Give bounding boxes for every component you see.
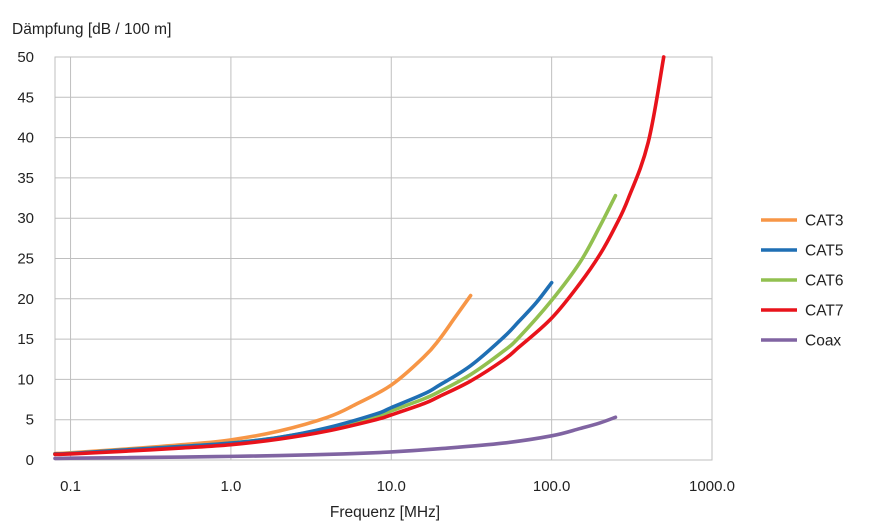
y-axis-label: Dämpfung [dB / 100 m]: [12, 21, 171, 38]
tick-labels: 0 5 10 15 20 25 30 35 40 45 50 0.1 1.0 10.0 100.0 1000.…: [17, 49, 735, 495]
y-tick-label: 10: [17, 371, 34, 388]
x-tick-label: 1000.0: [689, 478, 735, 495]
x-tick-label: 1.0: [220, 478, 241, 495]
legend-label-cat7: CAT7: [805, 303, 843, 320]
legend-label-coax: Coax: [805, 333, 841, 350]
legend: CAT3 CAT5 CAT6 CAT7 Coax: [761, 213, 843, 350]
legend-label-cat6: CAT6: [805, 273, 843, 290]
y-tick-label: 50: [17, 49, 34, 66]
y-tick-label: 25: [17, 251, 34, 268]
grid-lines: [54, 56, 713, 461]
y-tick-label: 15: [17, 331, 34, 348]
series-line-cat7: [53, 55, 666, 457]
x-tick-label: 100.0: [533, 478, 571, 495]
x-tick-label: 10.0: [377, 478, 406, 495]
y-tick-label: 30: [17, 210, 34, 227]
series-layer: [53, 55, 666, 461]
y-tick-label: 5: [26, 412, 34, 429]
x-axis-label: Frequenz [MHz]: [330, 504, 440, 521]
legend-label-cat3: CAT3: [805, 213, 843, 230]
y-tick-label: 40: [17, 130, 34, 147]
series-line-cat3: [53, 293, 473, 456]
y-tick-label: 35: [17, 170, 34, 187]
y-tick-label: 45: [17, 89, 34, 106]
x-tick-label: 0.1: [60, 478, 81, 495]
y-tick-label: 20: [17, 291, 34, 308]
series-line-coax: [53, 415, 618, 461]
legend-label-cat5: CAT5: [805, 243, 843, 260]
y-tick-label: 0: [26, 452, 34, 469]
